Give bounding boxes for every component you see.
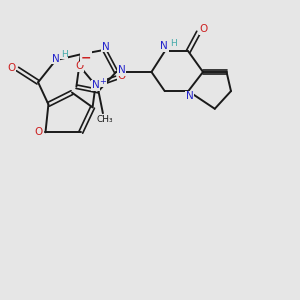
Text: N: N [102,42,110,52]
Text: N: N [160,41,168,51]
Text: N: N [118,65,125,76]
Text: O: O [117,71,126,81]
Text: O: O [75,61,83,71]
Text: N: N [92,80,99,90]
Text: N: N [52,54,60,64]
Text: CH₃: CH₃ [96,115,113,124]
Text: +: + [100,77,106,86]
Text: O: O [200,24,208,34]
Text: H: H [61,50,68,59]
Text: −: − [81,52,91,64]
Text: O: O [35,127,43,137]
Text: H: H [170,39,177,48]
Text: O: O [8,63,16,73]
Text: N: N [186,91,194,101]
